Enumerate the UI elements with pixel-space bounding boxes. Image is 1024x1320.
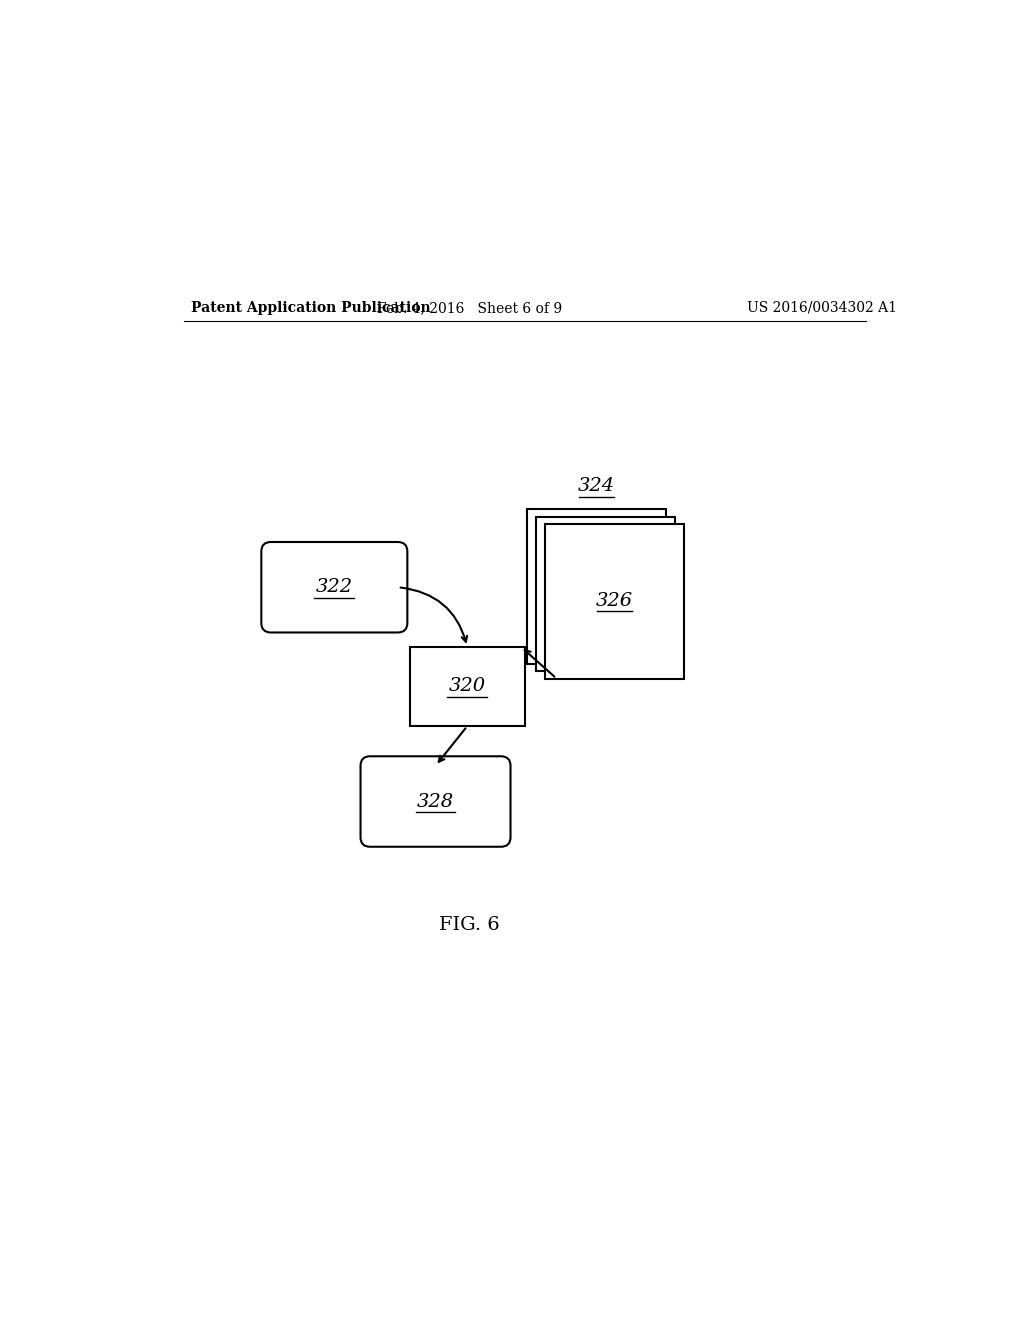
Text: 322: 322 xyxy=(315,578,353,597)
Text: 328: 328 xyxy=(417,792,454,810)
Text: 324: 324 xyxy=(579,478,615,495)
Text: 326: 326 xyxy=(596,593,633,610)
FancyBboxPatch shape xyxy=(360,756,511,846)
Bar xyxy=(410,647,525,726)
Bar xyxy=(536,516,675,672)
Text: 320: 320 xyxy=(449,677,485,696)
Bar xyxy=(545,524,684,678)
Text: Feb. 4, 2016   Sheet 6 of 9: Feb. 4, 2016 Sheet 6 of 9 xyxy=(377,301,562,315)
Text: FIG. 6: FIG. 6 xyxy=(439,916,500,933)
Text: US 2016/0034302 A1: US 2016/0034302 A1 xyxy=(748,301,897,315)
Text: Patent Application Publication: Patent Application Publication xyxy=(191,301,431,315)
Bar xyxy=(527,510,666,664)
FancyBboxPatch shape xyxy=(261,543,408,632)
